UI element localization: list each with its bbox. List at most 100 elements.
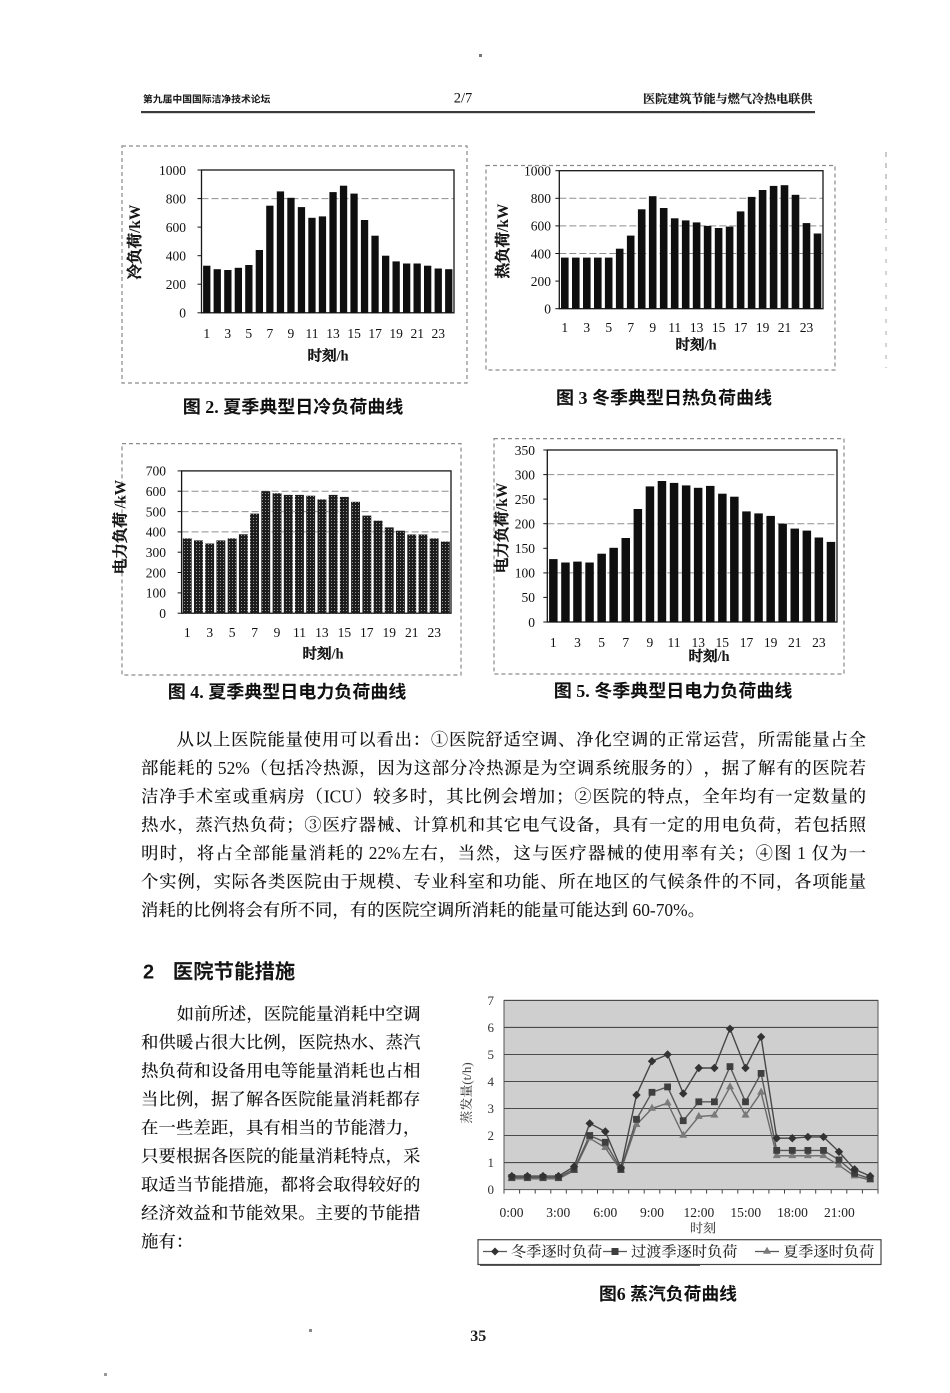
svg-text:17: 17 [360,625,374,640]
svg-text:6: 6 [617,1284,630,1304]
svg-text:1: 1 [793,843,810,863]
svg-text:23: 23 [431,326,445,341]
svg-text:19: 19 [756,320,770,335]
svg-text:12:00: 12:00 [684,1205,715,1220]
svg-text:1000: 1000 [524,164,551,179]
svg-text:60-70%: 60-70% [628,900,687,920]
svg-text:3: 3 [583,320,590,335]
svg-text:3: 3 [488,1101,495,1116]
svg-text:400: 400 [146,525,167,540]
svg-text:800: 800 [531,191,552,206]
svg-text:17: 17 [740,635,754,650]
svg-text:7: 7 [488,993,495,1008]
svg-text:1000: 1000 [159,163,186,178]
svg-text:3: 3 [224,326,231,341]
svg-text:9: 9 [288,326,295,341]
svg-text:7: 7 [251,625,258,640]
svg-text:200: 200 [166,277,187,292]
svg-text:19: 19 [764,635,778,650]
svg-text:2/7: 2/7 [454,91,473,107]
svg-text:3: 3 [574,635,581,650]
svg-text:52%: 52% [214,758,250,778]
svg-text:/kW: /kW [495,203,512,233]
svg-text:23: 23 [427,625,441,640]
svg-text:15: 15 [712,320,726,335]
svg-text:21:00: 21:00 [824,1205,855,1220]
svg-text:13: 13 [326,326,340,341]
svg-text:200: 200 [531,274,552,289]
svg-text:/h: /h [704,338,717,354]
svg-text:1: 1 [203,326,210,341]
svg-text:1: 1 [184,625,191,640]
svg-text:0:00: 0:00 [499,1205,523,1220]
svg-text:800: 800 [166,191,187,206]
svg-text:21: 21 [788,635,802,650]
svg-text:50: 50 [522,590,536,605]
svg-text:1: 1 [561,320,568,335]
svg-text:19: 19 [383,625,397,640]
svg-text:17: 17 [734,320,748,335]
svg-text:(t/h): (t/h) [459,1062,474,1084]
svg-text:5: 5 [229,625,236,640]
svg-text:ICU: ICU [324,786,354,806]
svg-text:9: 9 [647,635,654,650]
svg-text:2: 2 [143,962,154,984]
svg-text:15: 15 [347,326,361,341]
svg-text:700: 700 [146,464,167,479]
svg-text:4.: 4. [186,682,209,702]
svg-text:22%: 22% [364,843,400,863]
svg-text:18:00: 18:00 [777,1205,808,1220]
svg-text:19: 19 [389,326,403,341]
svg-text:15:00: 15:00 [730,1205,761,1220]
svg-text:9: 9 [274,625,281,640]
svg-text:6: 6 [488,1020,495,1035]
svg-text:5: 5 [488,1047,495,1062]
svg-text:13: 13 [690,320,704,335]
svg-text:600: 600 [146,484,167,499]
svg-text:15: 15 [716,635,730,650]
svg-text:1: 1 [550,635,557,650]
svg-text:9: 9 [649,320,656,335]
svg-text:23: 23 [800,320,814,335]
svg-text:/h: /h [717,649,730,665]
svg-text:/h: /h [331,647,344,663]
svg-text:4: 4 [488,1074,495,1089]
svg-text:13: 13 [691,635,705,650]
svg-text:0: 0 [488,1182,495,1197]
svg-text:400: 400 [531,246,552,261]
svg-text:400: 400 [166,249,187,264]
svg-text:300: 300 [146,545,167,560]
svg-text:0: 0 [179,306,186,321]
svg-text:350: 350 [515,443,536,458]
svg-text:9:00: 9:00 [640,1205,664,1220]
svg-text:17: 17 [368,326,382,341]
svg-text:0: 0 [544,302,551,317]
svg-text:7: 7 [627,320,634,335]
svg-text:5: 5 [605,320,612,335]
svg-text:23: 23 [812,635,826,650]
svg-text:7: 7 [622,635,629,650]
svg-text:/h: /h [336,349,349,365]
svg-text:200: 200 [515,517,536,532]
svg-text:600: 600 [531,219,552,234]
svg-text:2.: 2. [201,397,224,417]
svg-text:/kW: /kW [127,204,144,234]
svg-text:100: 100 [146,586,167,601]
svg-text:21: 21 [405,625,419,640]
svg-text:150: 150 [515,541,536,556]
svg-text:500: 500 [146,504,167,519]
svg-text:200: 200 [146,565,167,580]
svg-text:21: 21 [778,320,792,335]
svg-text:0: 0 [528,615,535,630]
svg-text:250: 250 [515,492,536,507]
svg-text:11: 11 [668,635,681,650]
svg-text:5: 5 [598,635,605,650]
svg-text:11: 11 [306,326,319,341]
svg-text:5: 5 [245,326,252,341]
svg-text:21: 21 [410,326,424,341]
svg-text:100: 100 [515,566,536,581]
svg-text:35: 35 [470,1328,486,1345]
svg-text:13: 13 [315,625,329,640]
svg-text:/kW: /kW [113,479,130,512]
svg-text:3:00: 3:00 [546,1205,570,1220]
